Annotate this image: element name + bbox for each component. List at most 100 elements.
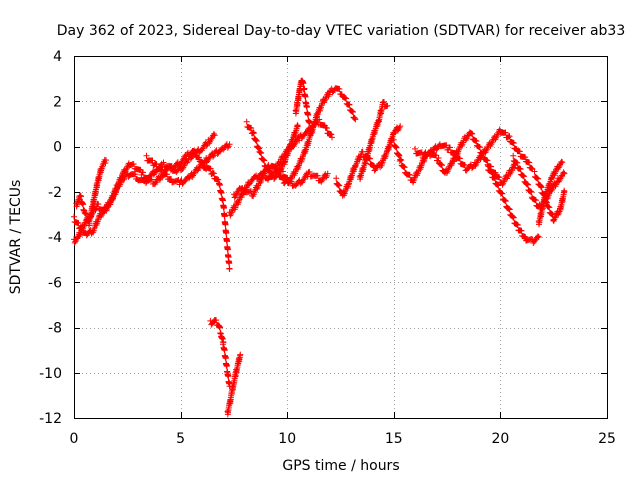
data-point	[220, 339, 227, 346]
series-arc-7	[224, 351, 244, 418]
data-point	[226, 260, 233, 267]
data-point	[140, 169, 146, 176]
data-point	[535, 175, 541, 182]
data-point	[221, 213, 228, 220]
data-point	[333, 175, 340, 182]
data-point	[300, 80, 307, 87]
data-point	[148, 176, 155, 183]
series-arc-20	[535, 158, 566, 228]
data-point	[216, 182, 223, 189]
data-point	[396, 152, 403, 159]
data-point	[412, 145, 419, 152]
data-point	[272, 164, 279, 170]
data-point	[306, 168, 313, 175]
data-point	[153, 161, 160, 168]
data-point	[352, 116, 359, 123]
data-point	[469, 164, 476, 170]
data-point	[224, 238, 231, 245]
series-arc-10	[243, 118, 301, 182]
data-point	[210, 153, 216, 160]
data-point	[80, 201, 87, 208]
data-point	[521, 173, 527, 180]
data-point	[484, 161, 491, 168]
data-point	[78, 193, 84, 200]
x-tick-label: 15	[385, 431, 403, 447]
data-point	[476, 144, 483, 151]
data-point	[469, 130, 476, 137]
y-tick-label: 4	[53, 49, 62, 65]
data-point	[406, 171, 413, 178]
data-point	[75, 220, 82, 227]
data-point	[279, 168, 286, 175]
data-point	[506, 133, 513, 140]
x-tick-label: 0	[70, 431, 79, 447]
data-point	[176, 181, 183, 188]
data-point	[261, 157, 268, 164]
data-point	[510, 152, 517, 159]
data-point	[492, 169, 499, 176]
data-point	[210, 130, 217, 137]
y-axis-label: SDTVAR / TECUs	[8, 180, 24, 295]
data-point	[531, 168, 538, 175]
x-tick-label: 20	[491, 431, 509, 447]
data-point	[284, 174, 291, 181]
data-point	[288, 178, 295, 185]
data-point	[239, 185, 246, 192]
data-point	[526, 159, 533, 166]
series-arc-6	[207, 317, 233, 390]
data-point	[488, 169, 495, 175]
data-point	[346, 101, 353, 108]
data-point	[398, 157, 405, 164]
grid-lines	[74, 56, 607, 418]
data-point	[561, 170, 568, 177]
data-point	[294, 123, 301, 130]
data-point	[143, 152, 150, 159]
y-tick-label: -8	[48, 321, 62, 337]
series-arc-9	[230, 85, 359, 201]
data-point	[528, 189, 535, 196]
data-point	[336, 182, 343, 189]
y-tick-label: 0	[53, 140, 62, 156]
data-point	[557, 160, 564, 167]
x-axis-label: GPS time / hours	[282, 458, 399, 474]
data-point	[502, 129, 509, 136]
data-point	[401, 164, 408, 171]
data-point	[456, 155, 463, 162]
data-point	[207, 165, 214, 172]
y-tick-label: -6	[48, 275, 62, 291]
data-point	[306, 119, 313, 126]
series-arc-16	[412, 126, 536, 174]
data-point	[149, 157, 156, 164]
data-point	[447, 144, 453, 151]
data-point	[535, 234, 542, 240]
data-point	[218, 190, 225, 196]
data-point	[397, 123, 404, 130]
data-point	[502, 198, 509, 205]
y-tick-label: 2	[53, 94, 62, 110]
data-point	[305, 112, 312, 118]
data-point	[517, 166, 524, 173]
data-point	[71, 213, 77, 220]
data-point	[192, 148, 199, 155]
data-point	[266, 167, 273, 174]
data-point	[439, 162, 445, 169]
data-point	[532, 197, 539, 204]
data-point	[495, 182, 502, 189]
data-point	[435, 155, 442, 161]
data-point	[159, 166, 165, 173]
x-tick-labels: 0 5 10 15 20 25	[70, 431, 616, 447]
data-point	[232, 204, 239, 211]
data-point	[336, 86, 343, 92]
series-arc-11	[292, 77, 314, 132]
data-point	[510, 140, 517, 147]
data-point	[559, 159, 566, 166]
data-point	[102, 160, 109, 167]
data-point	[224, 246, 231, 253]
series-arc-14	[356, 98, 391, 183]
data-point	[253, 138, 260, 144]
data-point	[258, 150, 265, 157]
data-point	[248, 125, 255, 132]
data-point	[132, 171, 139, 178]
data-point	[203, 159, 210, 166]
